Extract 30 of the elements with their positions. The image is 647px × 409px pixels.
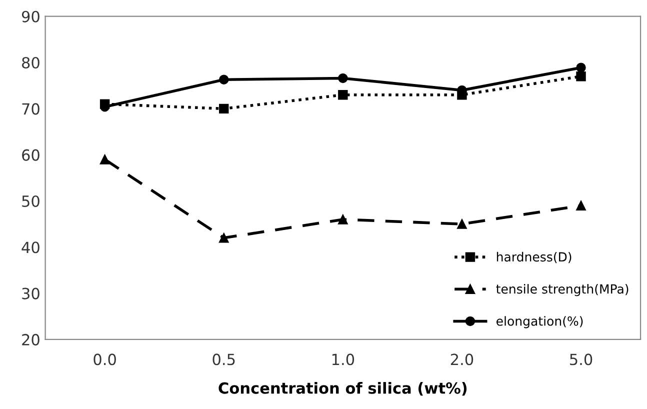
x-tick-label: 0.0 (94, 354, 116, 366)
point (219, 233, 229, 243)
y-tick-label: 50 (22, 195, 40, 208)
point (338, 73, 348, 84)
legend-label: tensile strength(MPa) (496, 284, 628, 296)
legend-label: hardness(D) (496, 252, 572, 264)
point (219, 74, 229, 84)
x-tick-label: 5.0 (570, 354, 592, 366)
point (457, 219, 467, 229)
x-tick-label: 2.0 (450, 354, 474, 366)
y-tick-label: 20 (22, 334, 40, 346)
y-tick-label: 60 (22, 149, 40, 161)
point (100, 154, 110, 164)
y-tick-label: 40 (22, 242, 40, 254)
point (576, 62, 586, 72)
legend-label: elongation(%) (496, 316, 583, 328)
x-axis-title: Concentration of silica (wt%) (218, 382, 467, 396)
x-tick-label: 1.0 (332, 354, 354, 366)
y-tick-label: 90 (22, 10, 40, 22)
point (457, 90, 467, 100)
x-tick-label: 0.5 (212, 354, 235, 366)
point (338, 214, 348, 224)
point (338, 90, 348, 100)
y-tick-label: 70 (22, 103, 40, 115)
y-tick-label: 30 (22, 288, 40, 300)
point (219, 104, 229, 114)
y-tick-label: 80 (22, 56, 40, 69)
point (576, 200, 586, 210)
point (100, 99, 110, 109)
point (576, 72, 586, 82)
